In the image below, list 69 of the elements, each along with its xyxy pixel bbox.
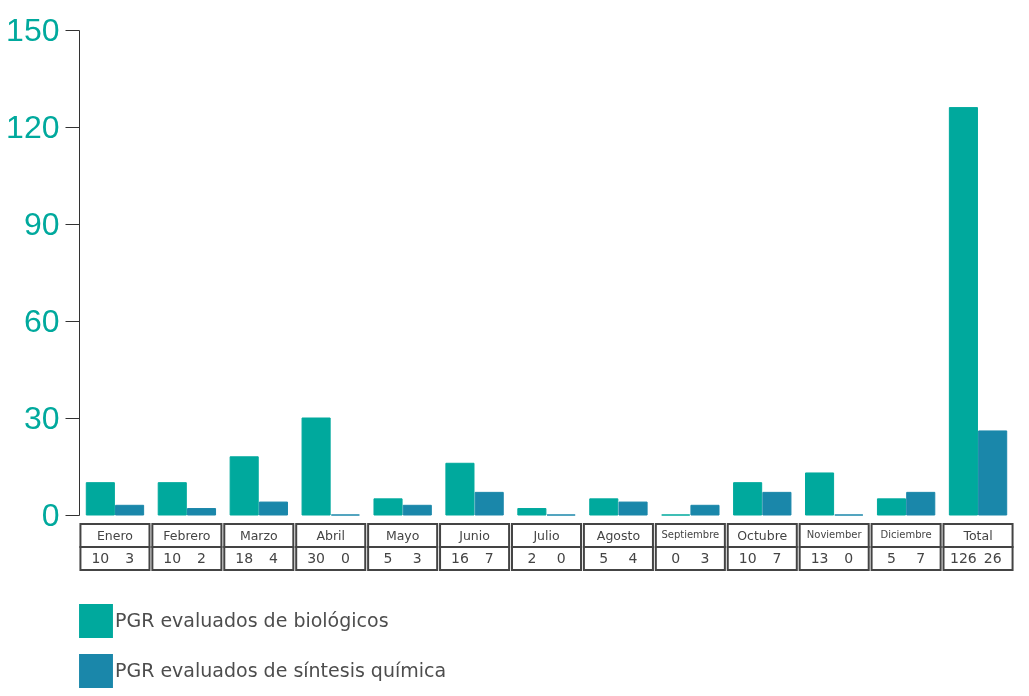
- bar: [115, 504, 145, 516]
- data-label: 7: [916, 550, 926, 566]
- bar: [948, 107, 978, 516]
- data-label: 18: [235, 550, 254, 566]
- bar: [445, 462, 475, 516]
- data-label: 10: [738, 550, 757, 566]
- data-label: 3: [412, 550, 422, 566]
- x-tick-label: Octubre: [737, 527, 788, 543]
- bar: [402, 504, 432, 516]
- x-tick-label: Total: [962, 527, 993, 543]
- bar: [618, 501, 648, 516]
- y-tick-label: 90: [23, 205, 60, 242]
- bar: [733, 482, 763, 516]
- bar: [517, 508, 547, 516]
- bar: [301, 417, 331, 516]
- x-tick-label: Mayo: [385, 527, 420, 543]
- data-label: 3: [700, 550, 710, 566]
- y-tick-label: 120: [6, 108, 60, 145]
- data-label: 4: [628, 550, 638, 566]
- x-tick-label: Noviember: [806, 528, 863, 540]
- data-label: 3: [125, 550, 135, 566]
- data-label: 126: [950, 550, 977, 566]
- bar: [186, 508, 217, 516]
- bar: [690, 504, 720, 516]
- data-label: 0: [671, 550, 681, 566]
- bar: [157, 482, 187, 516]
- x-tick-label: Enero: [96, 527, 133, 543]
- data-label: 2: [197, 550, 206, 566]
- bar: [258, 501, 288, 516]
- legend-label: PGR evaluados de biológicos: [115, 609, 389, 631]
- data-label: 4: [268, 550, 278, 566]
- data-label: 5: [599, 550, 609, 566]
- bar: [906, 491, 936, 516]
- data-label: 26: [983, 550, 1002, 566]
- data-label: 16: [451, 550, 469, 566]
- x-tick-label: Diciembre: [880, 528, 932, 540]
- data-label: 0: [844, 550, 854, 566]
- bar: [978, 430, 1008, 516]
- data-label: 2: [527, 550, 537, 566]
- x-tick-label: Julio: [532, 527, 560, 543]
- bar: [85, 482, 115, 516]
- x-tick-label: Agosto: [596, 527, 641, 543]
- bar: [876, 498, 907, 516]
- data-label: 7: [484, 550, 494, 566]
- bar: [805, 472, 835, 516]
- x-tick-label: Febrero: [163, 527, 211, 543]
- data-label: 5: [887, 550, 896, 566]
- y-tick-label: 0: [41, 496, 60, 533]
- data-label: 5: [383, 550, 393, 566]
- data-label: 10: [91, 550, 110, 566]
- bar: [474, 491, 504, 516]
- y-tick-label: 60: [23, 302, 60, 339]
- bar: [229, 456, 259, 516]
- legend-label: PGR evaluados de síntesis química: [115, 659, 447, 681]
- x-tick-label: Junio: [458, 527, 490, 543]
- data-label: 10: [163, 550, 182, 566]
- bar: [589, 498, 619, 516]
- data-label: 30: [307, 550, 326, 566]
- x-tick-label: Marzo: [239, 527, 278, 543]
- bar: [762, 491, 792, 516]
- data-label: 0: [556, 550, 566, 566]
- data-label: 13: [810, 550, 829, 566]
- y-tick-label: 150: [6, 11, 60, 48]
- data-label: 0: [340, 550, 350, 566]
- y-tick-label: 30: [23, 399, 60, 436]
- x-tick-label: Abril: [316, 527, 346, 543]
- bar: [373, 498, 403, 516]
- x-tick-label: Septiembre: [661, 528, 720, 540]
- data-label: 7: [772, 550, 782, 566]
